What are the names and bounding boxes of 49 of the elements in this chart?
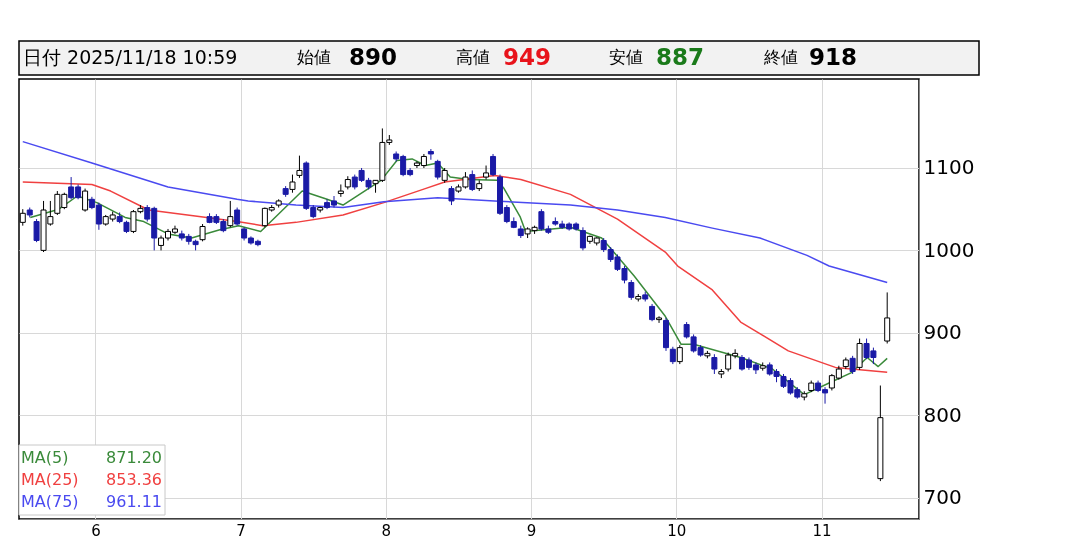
y-tick-label: 700 — [923, 485, 962, 510]
text: 終値 — [763, 47, 798, 67]
candlestick — [490, 153, 497, 177]
chart-title: 日付 2025/11/18 10:59 — [23, 46, 238, 68]
candlestick — [427, 148, 434, 161]
text: 887 — [656, 44, 705, 70]
candlestick — [33, 218, 40, 243]
candlestick — [469, 169, 476, 192]
text: 安値 — [609, 47, 643, 67]
y-tick-label: 900 — [923, 320, 962, 345]
text: 949 — [503, 44, 552, 70]
text: 高値 — [456, 47, 490, 67]
line-series — [22, 140, 888, 284]
candlestick — [434, 159, 441, 181]
x-tick-label: 6 — [91, 521, 101, 538]
candlestick — [483, 165, 490, 181]
x-tick-label: 11 — [812, 521, 832, 538]
annotation: 961.11 — [106, 492, 162, 511]
text: MA(25) — [21, 470, 79, 489]
y-tick-label: 1000 — [923, 237, 975, 262]
line-series — [29, 158, 888, 396]
candlestick — [227, 200, 234, 228]
candlestick — [448, 185, 455, 206]
annotation: 871.20 — [106, 448, 162, 467]
x-tick-label: 9 — [526, 521, 537, 538]
text: 918 — [809, 44, 858, 70]
text: MA(75) — [21, 492, 79, 511]
candlestick — [676, 344, 683, 365]
candlestick — [711, 353, 718, 375]
candlestick — [849, 355, 856, 375]
text: 890 — [349, 44, 398, 70]
y-tick-label: 1100 — [923, 155, 975, 180]
y-tick-label: 800 — [923, 402, 962, 427]
text: MA(5) — [21, 448, 69, 467]
candlestick — [579, 226, 586, 251]
x-tick-label: 10 — [667, 521, 687, 538]
candlestick — [82, 188, 89, 213]
candlestick — [296, 155, 303, 179]
annotation: 853.36 — [106, 470, 162, 489]
candlestick — [289, 174, 296, 194]
candlestick — [656, 315, 663, 324]
candlestick — [628, 279, 635, 301]
text: 始値 — [297, 47, 331, 67]
candlestick — [856, 338, 863, 371]
line-series — [22, 174, 888, 374]
candlestick — [234, 207, 241, 227]
candlestick — [884, 291, 891, 344]
x-tick-label: 7 — [236, 521, 246, 538]
x-tick-label: 8 — [381, 521, 392, 538]
